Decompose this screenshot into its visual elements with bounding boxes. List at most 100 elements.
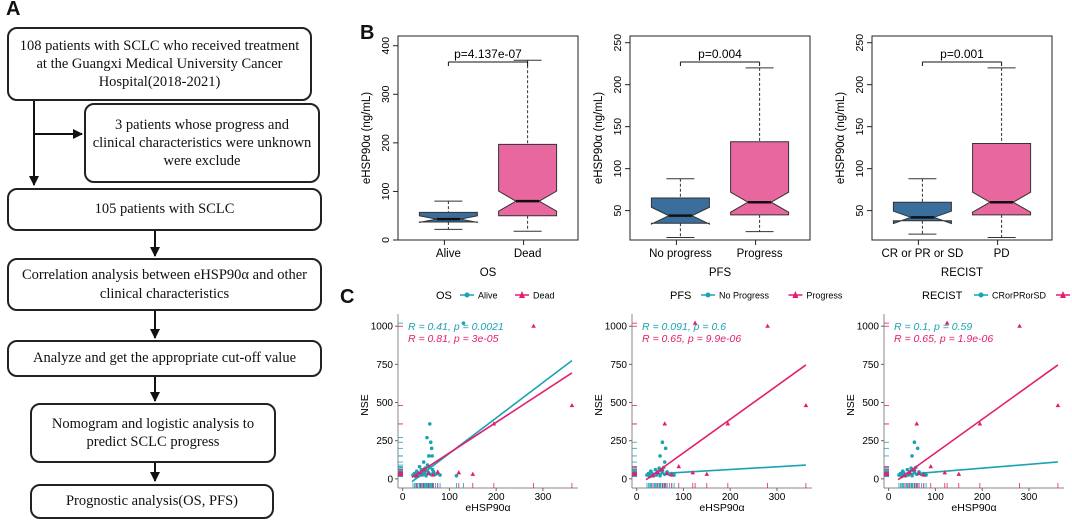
point-crorprorsd (903, 473, 907, 478)
x-axis-label: eHSP90α (951, 502, 996, 514)
point-alive (425, 463, 430, 467)
correlation-stat: R = 0.1, p = 0.59 (894, 321, 972, 333)
point-alive (417, 464, 422, 469)
point-alive (429, 446, 434, 451)
x-tick-label: 300 (769, 492, 786, 503)
point-alive (420, 473, 425, 477)
point-crorprorsd (912, 470, 917, 475)
correlation-stat: R = 0.091, p = 0.6 (642, 321, 726, 333)
point-no-progress (651, 473, 655, 478)
y-tick-label: 0 (387, 474, 393, 485)
legend-marker (705, 292, 711, 298)
point-crorprorsd (910, 454, 914, 458)
point-alive (427, 422, 432, 426)
point-progress (725, 421, 731, 426)
box-frame-1 (629, 35, 811, 241)
point-alive (425, 468, 429, 473)
point-no-progress (652, 472, 657, 477)
legend-entry: Progress (806, 291, 843, 301)
legend-marker (464, 292, 470, 298)
box-alive (418, 211, 478, 223)
y-tick-label: 200 (854, 76, 866, 94)
point-no-progress (648, 469, 653, 474)
point-no-progress (662, 472, 667, 477)
y-tick-label: 1000 (371, 322, 394, 333)
flow-exclusion-box: 3 patients whose progress and clinical c… (84, 103, 320, 183)
legend-entry: No Progress (719, 291, 770, 301)
y-tick-label: 100 (380, 183, 392, 201)
point-crorprorsd (909, 466, 913, 470)
box-no-progress (650, 197, 710, 225)
point-progress (660, 467, 665, 472)
x-tick-label: 100 (927, 492, 944, 503)
point-progress (690, 470, 696, 475)
y-axis-label: eHSP90α (ng/mL) (593, 92, 605, 184)
point-pd (907, 470, 913, 475)
point-dead (414, 473, 420, 478)
point-alive (417, 473, 421, 478)
point-pd (921, 472, 927, 477)
legend-entry: Dead (533, 291, 555, 301)
panel-label-c: C (340, 286, 355, 308)
x-tick-label: 300 (535, 492, 552, 503)
point-crorprorsd (921, 471, 926, 476)
y-tick-label: 0 (873, 474, 879, 485)
point-crorprorsd (906, 473, 911, 477)
legend-entry: Alive (478, 291, 498, 301)
y-tick-label: 200 (612, 76, 624, 94)
point-pd (1017, 323, 1022, 328)
point-dead (426, 470, 431, 476)
y-tick-label: 50 (854, 205, 866, 217)
point-crorprorsd (899, 474, 904, 479)
legend-marker (978, 292, 984, 298)
x-axis-label: OS (480, 267, 497, 279)
flow-step-2: 105 patients with SCLC (7, 188, 322, 231)
point-alive (426, 470, 431, 475)
legend-marker (519, 291, 525, 298)
point-alive (418, 472, 423, 477)
point-alive (454, 473, 459, 478)
point-progress (765, 323, 770, 328)
point-alive (421, 470, 426, 474)
point-no-progress (649, 470, 654, 475)
point-crorprorsd (904, 472, 909, 477)
correlation-stat: R = 0.81, p = 3e-05 (408, 333, 499, 345)
point-dead (569, 402, 575, 408)
point-alive (433, 472, 438, 477)
x-tick-label: CR or PR or SD (882, 248, 964, 260)
fit-line-dead (411, 372, 573, 478)
point-no-progress (661, 465, 666, 470)
point-crorprorsd (897, 473, 901, 477)
y-tick-label: 750 (862, 360, 879, 371)
point-alive (421, 460, 426, 464)
point-crorprorsd (924, 473, 928, 477)
y-tick-label: 750 (376, 360, 393, 371)
point-crorprorsd (913, 465, 918, 470)
fit-line-pd (897, 364, 1059, 481)
fit-line-alive (411, 359, 573, 483)
point-crorprorsd (907, 470, 912, 474)
x-tick-label: PD (994, 248, 1010, 260)
legend-entry: CRorPRorSD (992, 291, 1047, 301)
y-tick-label: 1000 (605, 322, 628, 333)
point-alive (419, 467, 424, 472)
box-dead (498, 143, 558, 217)
correlation-stat: R = 0.65, p = 9.9e-06 (642, 333, 741, 345)
x-tick-label: 200 (974, 492, 991, 503)
x-axis-label: eHSP90α (465, 502, 510, 514)
y-tick-label: 500 (610, 398, 627, 409)
y-tick-label: 500 (862, 398, 879, 409)
x-tick-label: Dead (514, 248, 542, 260)
point-alive (412, 471, 417, 476)
y-tick-label: 250 (862, 436, 879, 447)
point-progress (664, 470, 670, 476)
point-crorprorsd (901, 470, 906, 475)
point-no-progress (665, 470, 669, 474)
point-crorprorsd (905, 467, 910, 472)
point-pd (902, 473, 908, 478)
legend-title: PFS (670, 290, 691, 302)
point-no-progress (645, 473, 649, 477)
point-crorprorsd (911, 468, 915, 473)
point-crorprorsd (917, 470, 921, 474)
point-alive (413, 474, 418, 479)
